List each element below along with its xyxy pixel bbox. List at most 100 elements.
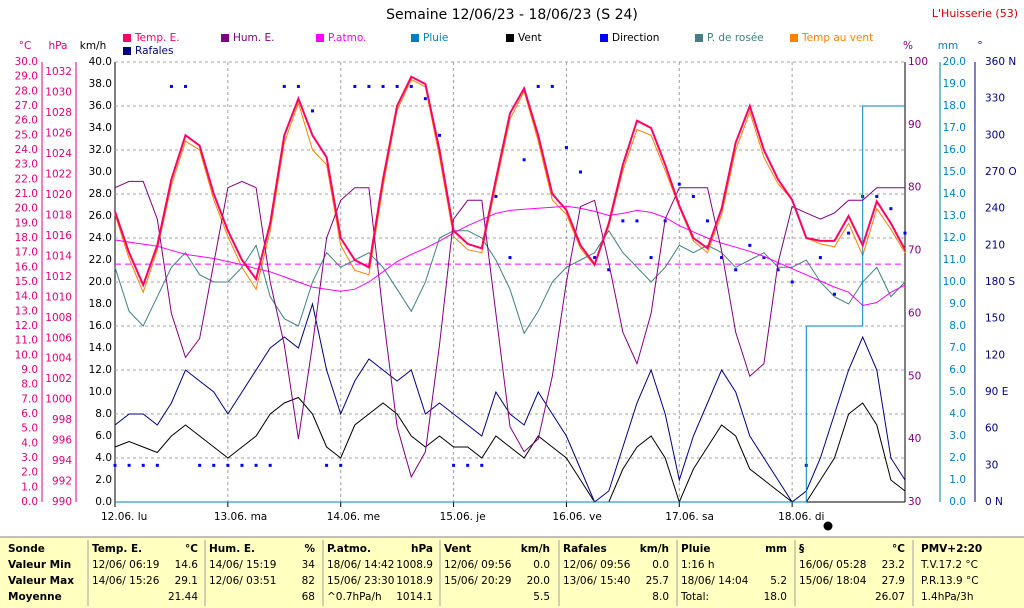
table-cell: 0.0 (533, 559, 550, 571)
y-tick-label: 30.0 (15, 56, 38, 68)
table-cell: 15/06/ 20:29 (444, 575, 511, 587)
y-tick-label: 6.0 (21, 408, 38, 420)
x-tick-label: 16.06. ve (552, 511, 601, 523)
y-tick-label: 40 (908, 433, 921, 445)
y-tick-label: 12.0 (89, 364, 112, 376)
legend-label: P. de rosée (707, 32, 764, 44)
table-cell: T.V.17.2 °C (920, 559, 978, 571)
direction-dot (311, 109, 314, 113)
table-header: Hum. E. (209, 543, 255, 555)
table-cell: 12/06/ 06:19 (92, 559, 159, 571)
direction-dot (409, 84, 413, 88)
y-tick-label: 120 (985, 349, 1005, 361)
direction-dot (395, 84, 399, 88)
table-cell: 5.5 (533, 591, 550, 603)
y-tick-label: 10.0 (89, 386, 112, 398)
y-tick-label: 18.0 (89, 298, 112, 310)
legend-swatch (316, 34, 324, 42)
table-cell: PMV+2:20 (921, 543, 982, 555)
y-tick-label: 1.0 (21, 481, 38, 493)
axis-unit: ° (977, 40, 982, 52)
direction-dot (875, 194, 879, 198)
y-tick-label: 2.0 (949, 452, 966, 464)
y-tick-label: 22.0 (15, 173, 38, 185)
series-line (114, 78, 906, 294)
direction-dot (550, 84, 554, 88)
x-tick-label: 18.06. di (778, 511, 824, 523)
legend-label: Vent (518, 32, 542, 44)
y-tick-label: 13.0 (15, 305, 38, 317)
y-tick-label: 26.0 (89, 210, 112, 222)
y-tick-label: 8.0 (95, 408, 112, 420)
y-tick-label: 0.0 (95, 496, 112, 508)
table-cell: 16/06/ 05:28 (799, 559, 866, 571)
y-tick-label: 990 (52, 496, 72, 508)
station: L'Huisserie (53) (932, 7, 1018, 20)
table-cell: 68 (302, 591, 315, 603)
table-row-label: Moyenne (8, 591, 62, 603)
legend-label: Hum. E. (233, 32, 274, 44)
y-tick-label: 1022 (45, 169, 72, 181)
legend-swatch (123, 47, 131, 55)
direction-dot (579, 170, 583, 174)
y-tick-label: 7.0 (949, 342, 966, 354)
y-tick-label: 10.0 (943, 276, 966, 288)
table-cell: 8.0 (652, 591, 669, 603)
axis-unit: km/h (80, 40, 107, 52)
chart-title: Semaine 12/06/23 - 18/06/23 (S 24) (386, 7, 638, 23)
direction-dot (522, 158, 526, 162)
table-unit: % (304, 543, 315, 555)
table-unit: °C (892, 543, 905, 555)
direction-dot (240, 463, 244, 467)
legend-label: Pluie (423, 32, 448, 44)
table-row-label: Sonde (8, 543, 45, 555)
x-tick-label: 17.06. sa (665, 511, 714, 523)
table-cell: ^0.7hPa/h (327, 591, 382, 603)
direction-dot (480, 463, 484, 467)
table-header: P.atmo. (327, 543, 371, 555)
table-header: § (799, 543, 805, 555)
x-tick-label: 12.06. lu (101, 511, 147, 523)
y-tick-label: 60 (908, 307, 921, 319)
y-tick-label: 26.0 (15, 115, 38, 127)
table-cell: 34 (302, 559, 316, 571)
y-tick-label: 3.0 (21, 452, 38, 464)
direction-dot (169, 84, 173, 88)
direction-dot (536, 84, 540, 88)
y-tick-label: 12.0 (943, 232, 966, 244)
table-cell: 20.0 (527, 575, 550, 587)
y-tick-label: 11.0 (15, 335, 38, 347)
table-cell: 1014.1 (396, 591, 433, 603)
y-tick-label: 12.0 (15, 320, 38, 332)
y-tick-label: 6.0 (949, 364, 966, 376)
table-unit: hPa (411, 543, 433, 555)
y-tick-label: 90 E (985, 386, 1008, 398)
y-tick-label: 14.0 (943, 188, 966, 200)
table-unit: mm (765, 543, 787, 555)
y-tick-label: 1030 (45, 87, 72, 99)
table-cell: 14/06/ 15:19 (209, 559, 276, 571)
y-tick-label: 1000 (45, 394, 72, 406)
table-cell: P.R.13.9 °C (921, 575, 979, 587)
y-tick-label: 992 (52, 476, 72, 488)
legend-swatch (123, 34, 131, 42)
legend-label: Direction (612, 32, 659, 44)
direction-dot (423, 97, 427, 101)
table-header: Rafales (563, 543, 607, 555)
direction-dot (818, 256, 822, 260)
y-tick-label: 40.0 (89, 56, 112, 68)
direction-dot (508, 256, 512, 260)
y-tick-label: 19.0 (943, 78, 966, 90)
y-tick-label: 994 (52, 455, 72, 467)
y-tick-label: 1012 (45, 271, 72, 283)
y-tick-label: 9.0 (21, 364, 38, 376)
table-cell: Total: (680, 591, 709, 603)
table-cell: 82 (302, 575, 315, 587)
table-cell: 15/06/ 18:04 (799, 575, 867, 587)
y-tick-label: 17.0 (943, 122, 966, 134)
y-tick-label: 360 N (985, 56, 1016, 68)
y-tick-label: 0.0 (21, 496, 38, 508)
axis-unit: % (903, 40, 913, 52)
y-tick-label: 1028 (45, 107, 72, 119)
